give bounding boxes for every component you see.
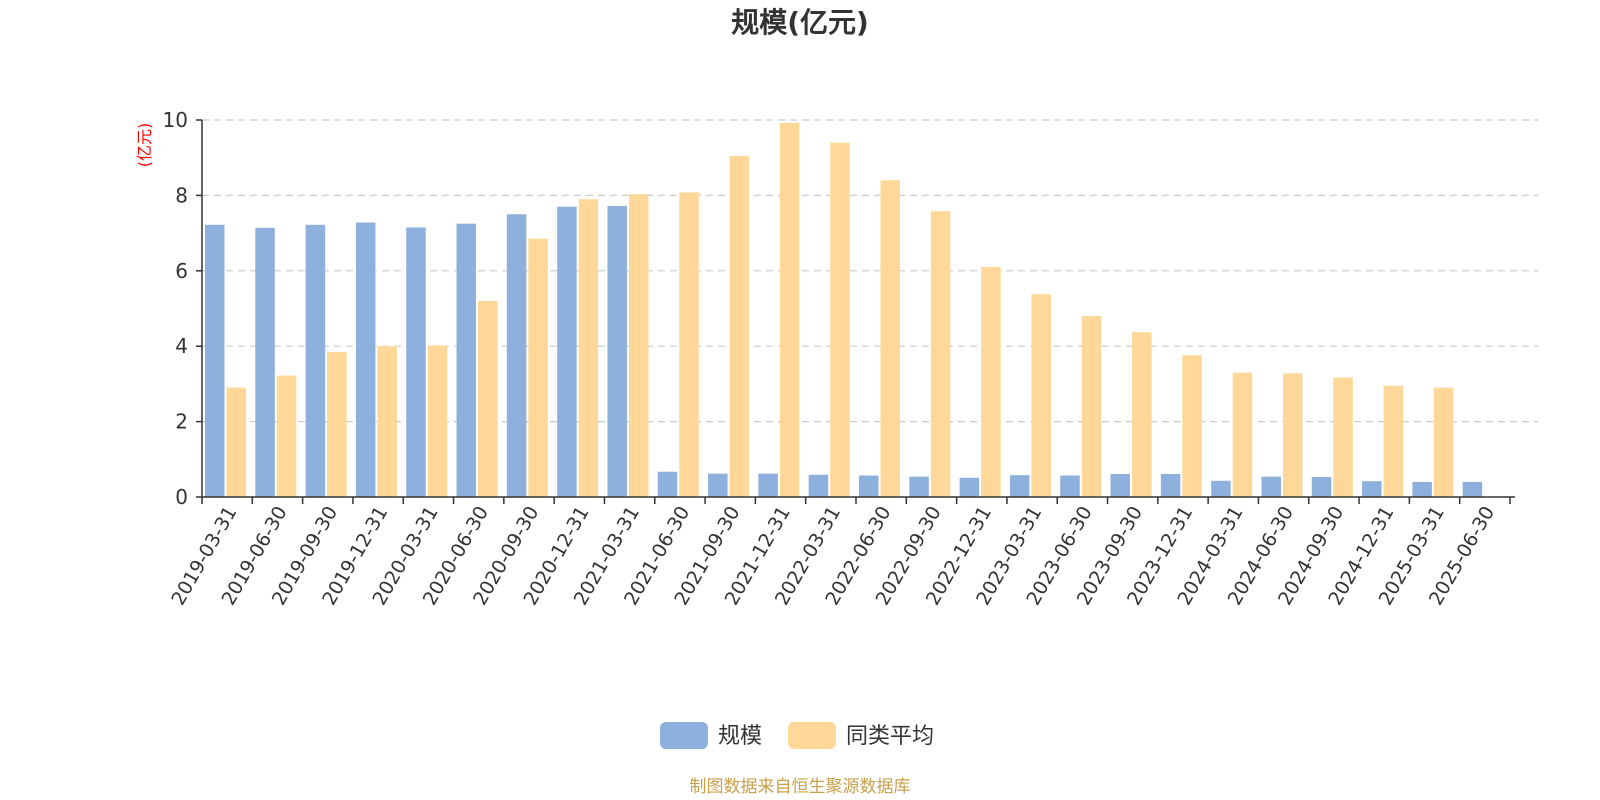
y-tick-label: 4	[175, 334, 188, 358]
y-tick-label: 0	[175, 485, 188, 509]
bar-scale	[406, 227, 426, 497]
bar-scale	[205, 224, 225, 497]
bar-scale	[1160, 474, 1181, 497]
bar-peer-average	[1182, 355, 1202, 497]
y-tick-label: 2	[175, 410, 188, 434]
bar-peer-average	[1433, 387, 1454, 497]
y-tick-labels: 0 2 4 6 8 10	[163, 108, 202, 509]
bar-peer-average	[679, 192, 699, 497]
bar-peer-average	[830, 142, 850, 497]
bar-peer-average	[1282, 373, 1303, 497]
bar-scale	[506, 214, 527, 497]
legend-swatch	[660, 722, 708, 749]
bar-peer-average	[1333, 377, 1353, 497]
bar-scale	[557, 206, 577, 497]
bars	[205, 123, 1483, 498]
y-tick-label: 10	[163, 108, 188, 132]
bar-scale	[1412, 481, 1432, 497]
bar-scale	[456, 223, 477, 498]
bar-peer-average	[226, 387, 246, 497]
bar-peer-average	[779, 123, 800, 498]
bar-scale	[909, 476, 929, 497]
bar-scale	[607, 205, 627, 497]
bar-peer-average	[1232, 372, 1253, 497]
grid-lines	[202, 119, 1538, 423]
bar-peer-average	[930, 211, 951, 497]
legend-label: 同类平均	[846, 724, 934, 749]
legend-item[interactable]: 同类平均	[788, 722, 934, 749]
bar-scale	[708, 473, 728, 497]
bar-scale	[758, 473, 778, 497]
bar-scale	[355, 222, 376, 497]
bar-scale	[657, 471, 678, 497]
bar-peer-average	[729, 155, 750, 497]
bar-peer-average	[578, 199, 599, 498]
bar-peer-average	[427, 345, 448, 497]
bar-peer-average	[880, 180, 900, 497]
bar-peer-average	[1081, 316, 1102, 497]
bar-scale	[959, 477, 980, 497]
bar-scale	[808, 474, 829, 497]
y-axis-unit-label: (亿元)	[135, 123, 154, 168]
x-tick-labels: 2019-03-312019-06-302019-09-302019-12-31…	[167, 497, 1511, 609]
bar-scale	[1060, 475, 1080, 497]
chart-title: 规模(亿元)	[731, 6, 869, 39]
y-tick-label: 6	[175, 259, 188, 283]
bar-peer-average	[478, 300, 498, 497]
bar-peer-average	[327, 351, 347, 497]
bar-scale	[1462, 481, 1483, 497]
legend-item[interactable]: 规模	[660, 722, 762, 749]
axes	[201, 120, 1515, 498]
bar-scale	[1311, 477, 1332, 497]
bar-peer-average	[1132, 332, 1152, 497]
bar-peer-average	[528, 238, 548, 497]
legend-swatch	[788, 722, 836, 749]
bar-scale	[1211, 480, 1231, 497]
bar-scale	[1261, 476, 1281, 497]
bar-scale	[1110, 474, 1131, 497]
bar-scale	[305, 224, 326, 497]
bar-peer-average	[981, 267, 1001, 497]
bar-peer-average	[377, 346, 397, 497]
bar-scale	[255, 227, 275, 497]
bar-scale	[1362, 481, 1382, 497]
bar-peer-average	[276, 375, 297, 497]
bar-scale	[1009, 475, 1030, 497]
bar-scale	[859, 475, 879, 497]
source-note: 制图数据来自恒生聚源数据库	[690, 777, 911, 797]
legend: 规模 同类平均	[660, 722, 934, 749]
bar-peer-average	[628, 194, 649, 498]
bar-peer-average	[1031, 294, 1051, 497]
legend-label: 规模	[718, 724, 762, 749]
y-tick-label: 8	[175, 183, 188, 207]
bar-peer-average	[1383, 385, 1404, 497]
